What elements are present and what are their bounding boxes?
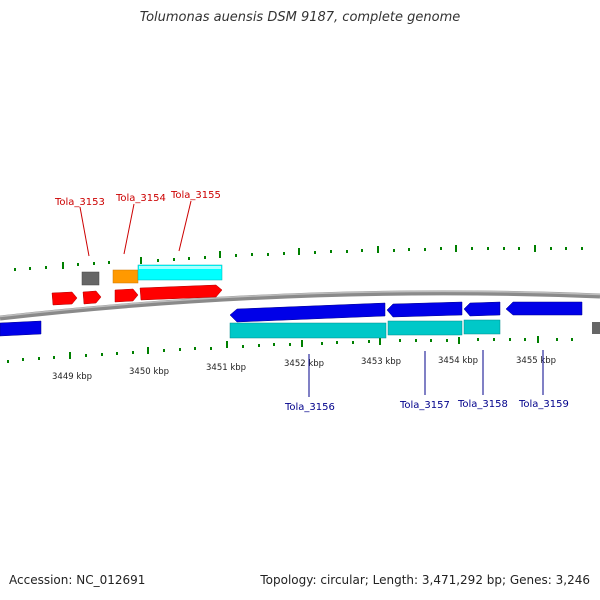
gene-tola-3159-cds[interactable]	[505, 301, 583, 316]
accession-label: Accession: NC_012691	[9, 573, 146, 587]
scale-label-3451: 3451 kbp	[206, 363, 246, 373]
gene-label-tola-3158: Tola_3158	[457, 399, 508, 410]
scale-label-3455: 3455 kbp	[516, 356, 556, 366]
leader-tola-3154	[123, 203, 135, 255]
leader-tola-3155	[178, 200, 192, 252]
gene-label-tola-3157: Tola_3157	[399, 400, 450, 411]
gene-tola-3157-cds[interactable]	[386, 301, 463, 318]
scale-label-3449: 3449 kbp	[52, 372, 92, 382]
gene-tola-3156-rna-feature[interactable]	[229, 322, 387, 339]
upper-tick-row	[14, 245, 583, 271]
lower-tick-row	[7, 336, 573, 363]
genome-summary-label: Topology: circular; Length: 3,471,292 bp…	[260, 573, 590, 587]
gene-tola-3154-feature[interactable]	[112, 269, 139, 284]
gene-tola-3156-cds[interactable]	[229, 302, 386, 323]
map-title: Tolumonas auensis DSM 9187, complete gen…	[139, 10, 461, 25]
scale-label-3450: 3450 kbp	[129, 367, 169, 377]
gene-tola-3158-rna-feature[interactable]	[463, 319, 501, 335]
gene-tola-3155-rna-highlight	[139, 266, 221, 269]
gene-label-tola-3155: Tola_3155	[170, 190, 221, 201]
gene-tola-3157-rna-feature[interactable]	[387, 320, 463, 336]
gene-label-tola-3156: Tola_3156	[284, 402, 335, 413]
gene-label-tola-3153: Tola_3153	[54, 197, 105, 208]
gene-tola-3158-cds[interactable]	[463, 301, 501, 317]
leader-tola-3153	[79, 206, 90, 257]
gene-label-tola-3159: Tola_3159	[518, 399, 569, 410]
genome-backbone	[0, 290, 600, 321]
gene-gray-right-edge[interactable]	[592, 322, 600, 334]
cds-arrow-forward-1[interactable]	[51, 291, 78, 306]
cds-arrow-forward-2[interactable]	[82, 290, 102, 305]
gene-tola-3153-feature[interactable]	[81, 271, 100, 286]
gene-label-tola-3154: Tola_3154	[115, 193, 166, 204]
cds-arrow-reverse-left-edge[interactable]	[0, 320, 42, 337]
cds-arrow-forward-3[interactable]	[114, 288, 139, 303]
scale-label-3452: 3452 kbp	[284, 359, 324, 369]
cds-arrow-forward-4[interactable]	[139, 284, 223, 301]
genome-backbone-highlight	[0, 290, 600, 318]
scale-label-3453: 3453 kbp	[361, 357, 401, 367]
scale-label-3454: 3454 kbp	[438, 356, 478, 366]
